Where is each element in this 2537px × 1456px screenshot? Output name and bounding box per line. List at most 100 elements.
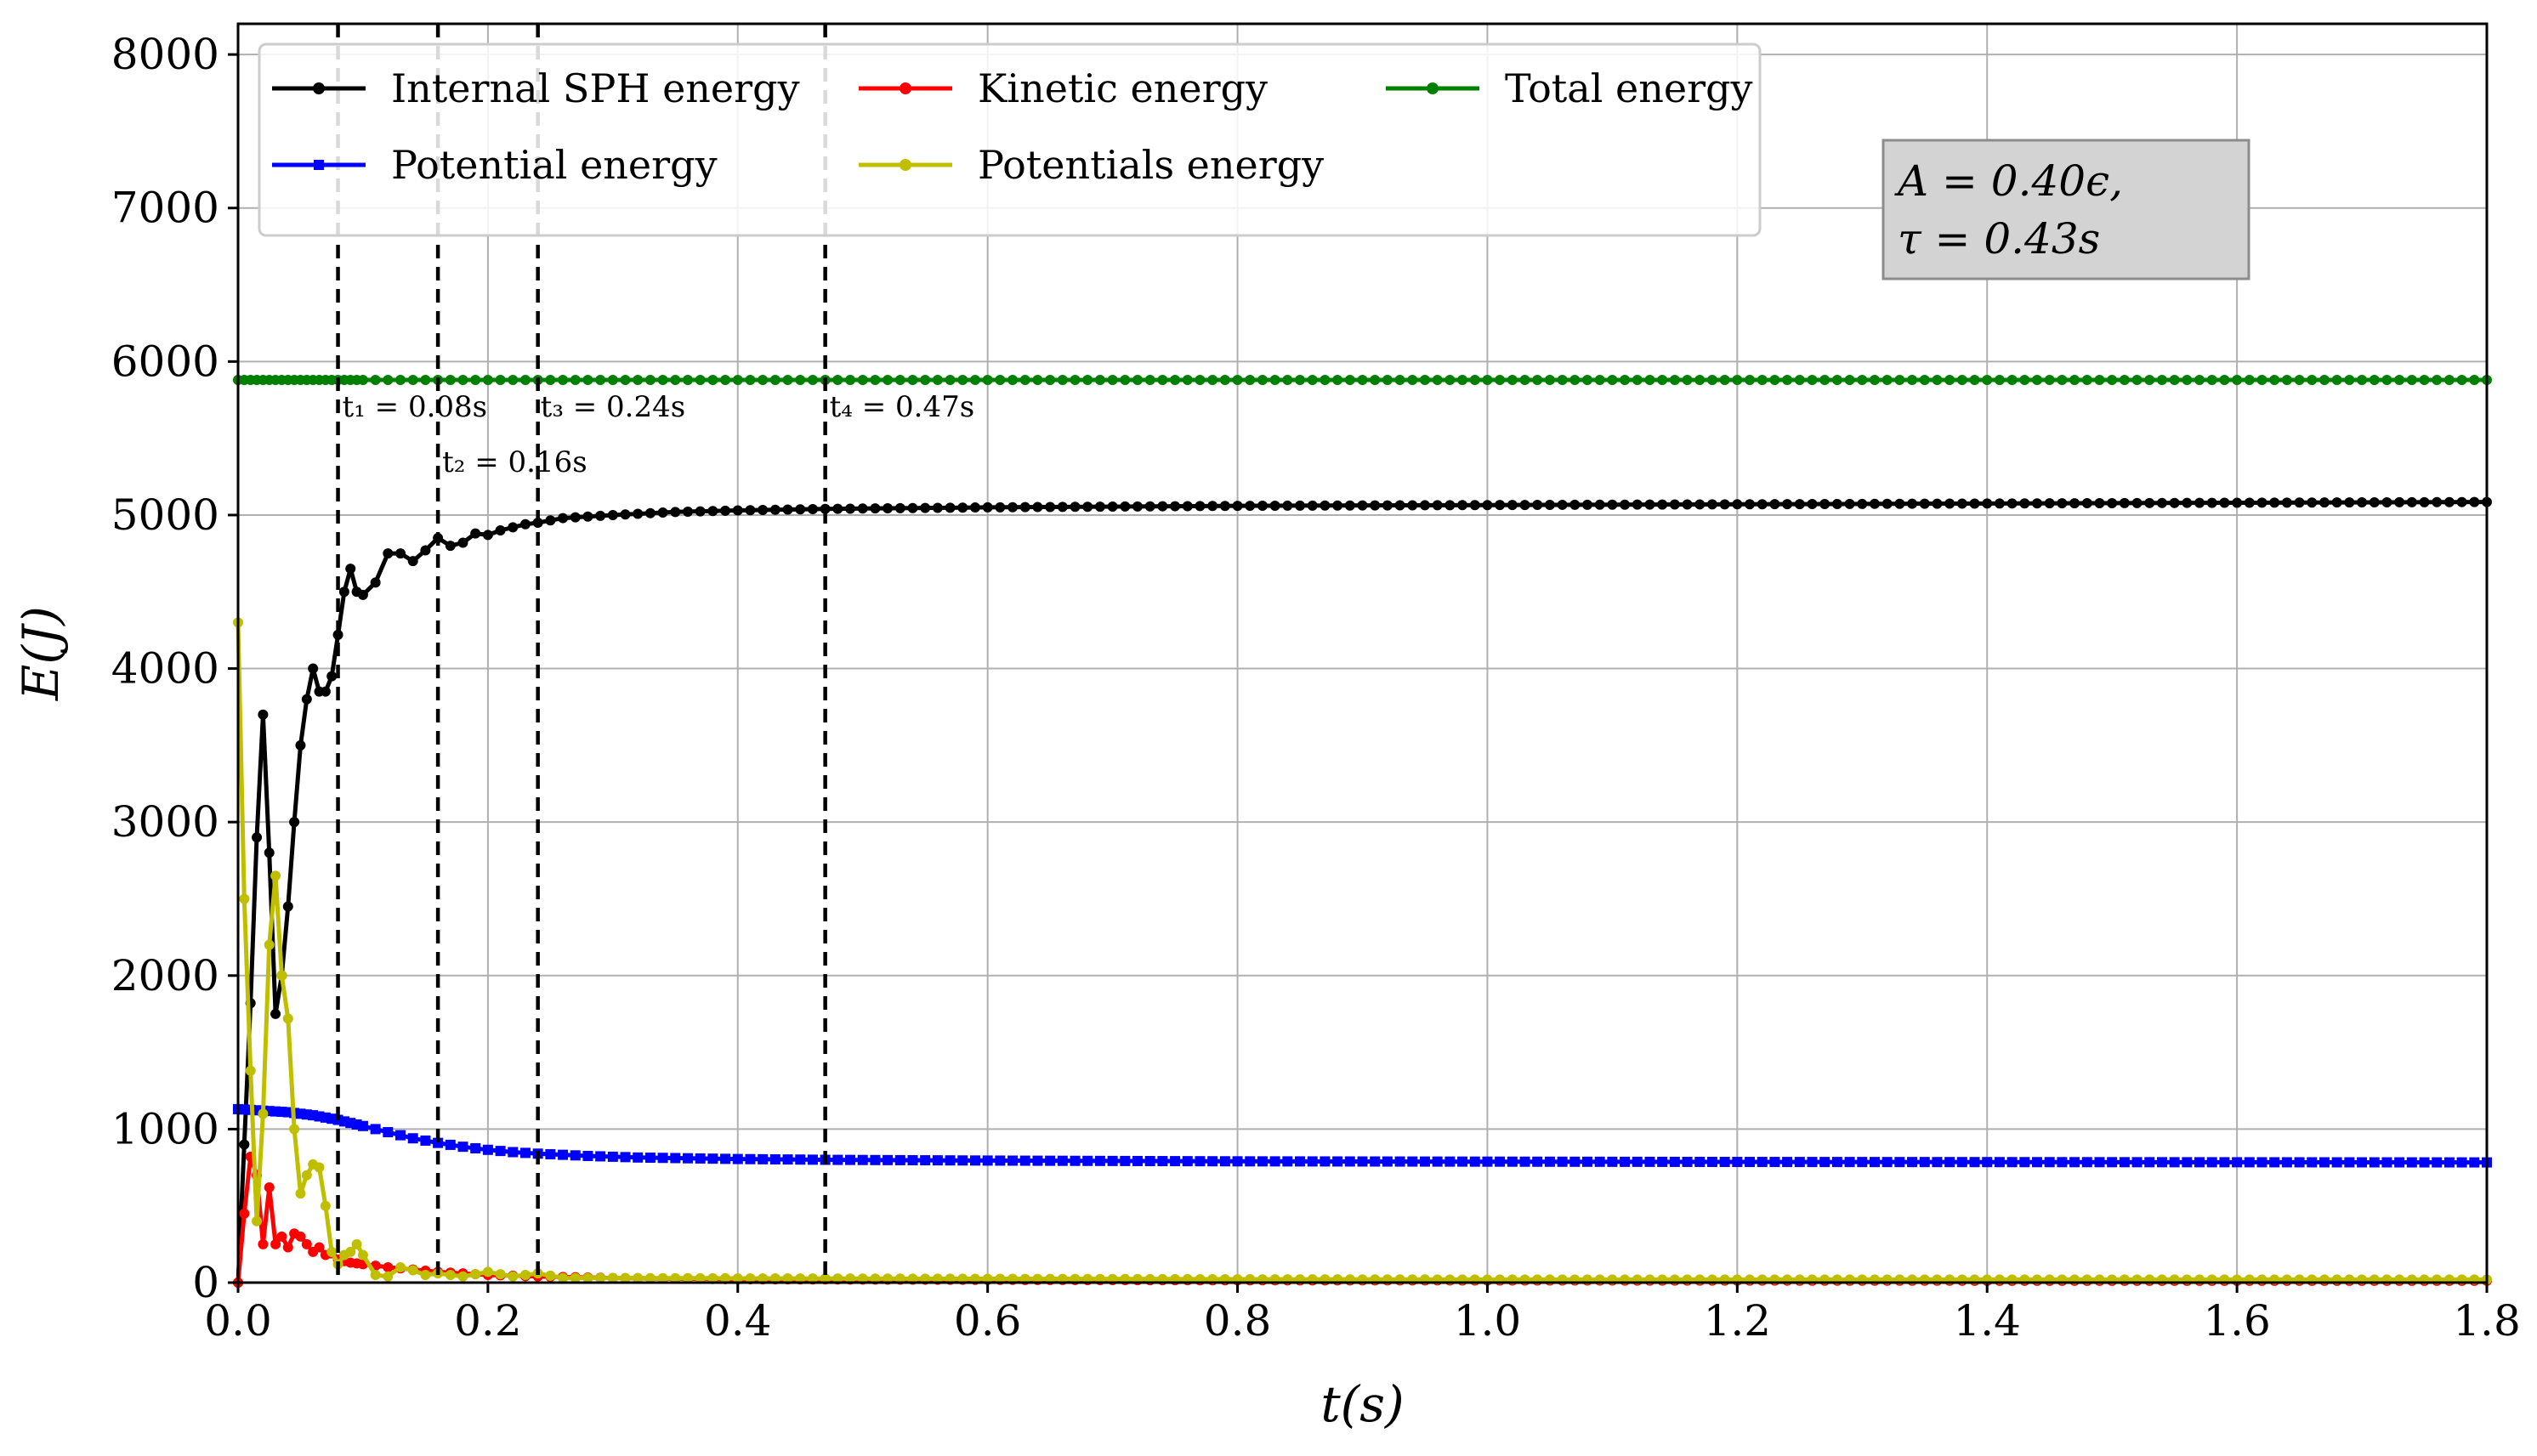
series-point (1257, 501, 1268, 512)
series-point (2131, 375, 2143, 386)
series-point (1032, 375, 1043, 386)
series-point (1994, 1157, 2005, 1168)
series-point (2381, 375, 2392, 386)
series-point (1831, 1157, 1842, 1168)
series-point (2406, 496, 2417, 507)
series-point (1569, 1156, 1581, 1167)
series-point (252, 1215, 263, 1227)
series-point (2331, 497, 2342, 508)
legend-entry: Kinetic energy (859, 65, 1268, 111)
series-point (2144, 375, 2155, 386)
series-point (1120, 501, 1131, 512)
series-point (2057, 375, 2068, 386)
series-point (2432, 375, 2443, 386)
series-point (1532, 500, 1543, 511)
series-point (795, 504, 806, 515)
series-point (1519, 375, 1530, 386)
series-point (264, 847, 275, 858)
series-point (1469, 375, 1480, 386)
series-point (1419, 375, 1430, 386)
series-point (2144, 497, 2155, 508)
series-point (320, 686, 331, 697)
parameter-box-frame (1881, 139, 2250, 280)
series-point (1257, 1156, 1268, 1167)
series-point (2006, 498, 2018, 509)
series-point (657, 1272, 668, 1283)
series-point (1519, 1156, 1530, 1167)
series-point (407, 1265, 418, 1276)
series-point (1869, 498, 1880, 509)
series-point (2432, 496, 2443, 507)
series-point (2331, 1157, 2342, 1168)
series-point (2069, 1157, 2080, 1168)
series-point (1956, 1157, 1967, 1168)
series-point (1232, 1156, 1243, 1167)
series-point (2469, 1157, 2480, 1168)
series-point (2307, 497, 2318, 508)
series-point (1632, 499, 1643, 510)
series-point (1357, 375, 1368, 386)
series-point (301, 1238, 312, 1249)
series-point (1070, 501, 1081, 513)
series-point (276, 1231, 287, 1242)
series-point (845, 1273, 856, 1284)
series-point (1157, 1156, 1168, 1167)
series-point (1944, 1157, 1955, 1168)
series-point (2057, 498, 2068, 509)
series-point (570, 1150, 581, 1161)
parameter-amplitude: A = 0.40ϵ, (1894, 156, 2123, 206)
series-point (920, 375, 931, 386)
series-point (445, 1269, 456, 1280)
series-point (1582, 375, 1592, 386)
series-point (582, 1272, 593, 1283)
series-point (1207, 375, 1218, 386)
legend-entry: Internal SPH energy (272, 65, 800, 111)
series-point (720, 375, 731, 386)
series-point (1594, 375, 1605, 386)
series-point (1082, 1155, 1093, 1166)
series-point (2469, 496, 2480, 507)
series-point (2294, 497, 2305, 508)
series-point (1894, 375, 1905, 386)
series-point (1495, 1156, 1506, 1167)
series-point (1507, 1156, 1518, 1167)
series-point (2456, 1157, 2467, 1168)
series-point (470, 528, 481, 539)
series-point (657, 1153, 668, 1164)
series-point (2156, 497, 2167, 508)
series-point (1982, 498, 1993, 509)
series-point (832, 1154, 843, 1165)
series-point (301, 694, 312, 705)
series-point (2307, 375, 2318, 386)
series-point (607, 375, 618, 386)
series-point (1320, 375, 1331, 386)
series-point (245, 1065, 256, 1076)
series-point (957, 1155, 968, 1166)
series-point (470, 1142, 481, 1153)
series-point (2394, 1157, 2405, 1168)
series-point (2219, 497, 2230, 508)
series-point (495, 1146, 506, 1157)
series-point (2357, 375, 2368, 386)
series-point (1182, 501, 1193, 512)
series-point (282, 901, 293, 912)
series-point (620, 1152, 631, 1163)
series-point (782, 1154, 793, 1165)
legend-label: Total energy (1505, 65, 1753, 111)
series-point (1444, 375, 1456, 386)
series-point (1394, 375, 1405, 386)
series-point (383, 1261, 394, 1272)
series-point (657, 507, 668, 518)
series-point (695, 1272, 706, 1283)
series-point (1956, 498, 1967, 509)
series-point (508, 522, 519, 533)
series-point (1807, 499, 1818, 510)
series-point (769, 1273, 780, 1284)
series-point (945, 502, 956, 513)
series-point (357, 589, 368, 600)
series-point (1144, 375, 1155, 386)
series-point (907, 1154, 918, 1165)
x-tick-label: 1.8 (2453, 1296, 2521, 1346)
series-point (995, 375, 1006, 386)
series-point (957, 375, 968, 386)
